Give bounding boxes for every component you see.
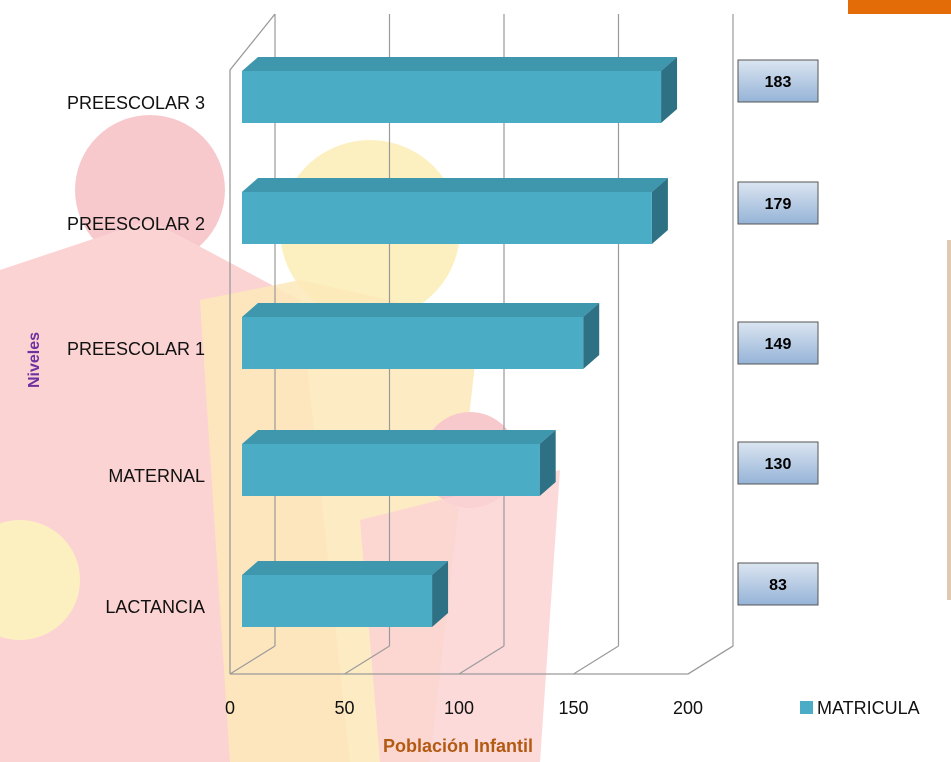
bar-top-face [242, 430, 556, 444]
data-label: 149 [765, 336, 792, 353]
data-label-background [737, 59, 819, 103]
bar-top-face [242, 57, 678, 71]
bar-preescolar-2 [242, 178, 668, 244]
plot-area [229, 13, 734, 675]
x-axis-title: Población Infantil [383, 736, 533, 756]
data-label-box: 149 [737, 321, 819, 365]
bar-top-face [242, 178, 668, 192]
category-label: PREESCOLAR 2 [67, 214, 205, 234]
category-label: PREESCOLAR 3 [67, 93, 205, 113]
bar-top-face [242, 561, 449, 575]
category-labels: LACTANCIA MATERNAL PREESCOLAR 1 PREESCOLAR … [67, 93, 205, 617]
data-label: 130 [765, 456, 792, 473]
bar-side-face [583, 303, 600, 369]
x-tick-labels: 0 50 100 150 200 [225, 698, 703, 718]
x-tick-label: 0 [225, 698, 235, 718]
bar-front-face [242, 575, 433, 627]
data-label-box: 83 [737, 562, 819, 606]
y-axis-title: Niveles [26, 332, 43, 388]
left-wall-edge [229, 13, 276, 674]
x-tick-label: 100 [444, 698, 474, 718]
bar-lactancia [242, 561, 449, 627]
floor-gridline [687, 645, 734, 675]
floor-gridline [344, 645, 390, 675]
category-label: LACTANCIA [105, 597, 205, 617]
legend-swatch [800, 701, 813, 714]
x-tick-label: 50 [334, 698, 354, 718]
data-label: 83 [769, 577, 787, 594]
data-label-box: 183 [737, 59, 819, 103]
bg-corner-accent [848, 0, 951, 14]
bar-maternal [242, 430, 556, 496]
data-label: 179 [765, 196, 792, 213]
floor-gridline [458, 645, 505, 675]
data-label-background [737, 562, 819, 606]
bar-top-face [242, 303, 600, 317]
bar-preescolar-1 [242, 303, 600, 369]
data-label: 183 [765, 74, 792, 91]
legend: MATRICULA [800, 698, 920, 718]
bar-front-face [242, 317, 584, 369]
bg-right-strip [947, 240, 951, 600]
bar-side-face [661, 57, 678, 123]
bar-preescolar-3 [242, 57, 678, 123]
bar-front-face [242, 71, 662, 123]
data-label-background [737, 181, 819, 225]
category-label: PREESCOLAR 1 [67, 339, 205, 359]
x-tick-label: 150 [558, 698, 588, 718]
floor-gridline [229, 645, 276, 675]
bar-front-face [242, 444, 540, 496]
bar-front-face [242, 192, 652, 244]
legend-label: MATRICULA [817, 698, 920, 718]
floor-gridline [573, 645, 619, 675]
data-label-box: 130 [737, 441, 819, 485]
x-tick-label: 200 [673, 698, 703, 718]
bar-side-face [651, 178, 668, 244]
bg-shape-pink-circle [75, 115, 225, 265]
bar-side-face [539, 430, 556, 496]
data-label-background [737, 321, 819, 365]
data-label-box: 179 [737, 181, 819, 225]
category-label: MATERNAL [108, 466, 205, 486]
data-labels: 83 130 149 179 183 [737, 59, 819, 606]
data-label-background [737, 441, 819, 485]
bg-shape-yellow-circle-2 [0, 520, 80, 640]
bg-shape-pink-figure-2 [360, 470, 560, 762]
bar-side-face [432, 561, 449, 627]
